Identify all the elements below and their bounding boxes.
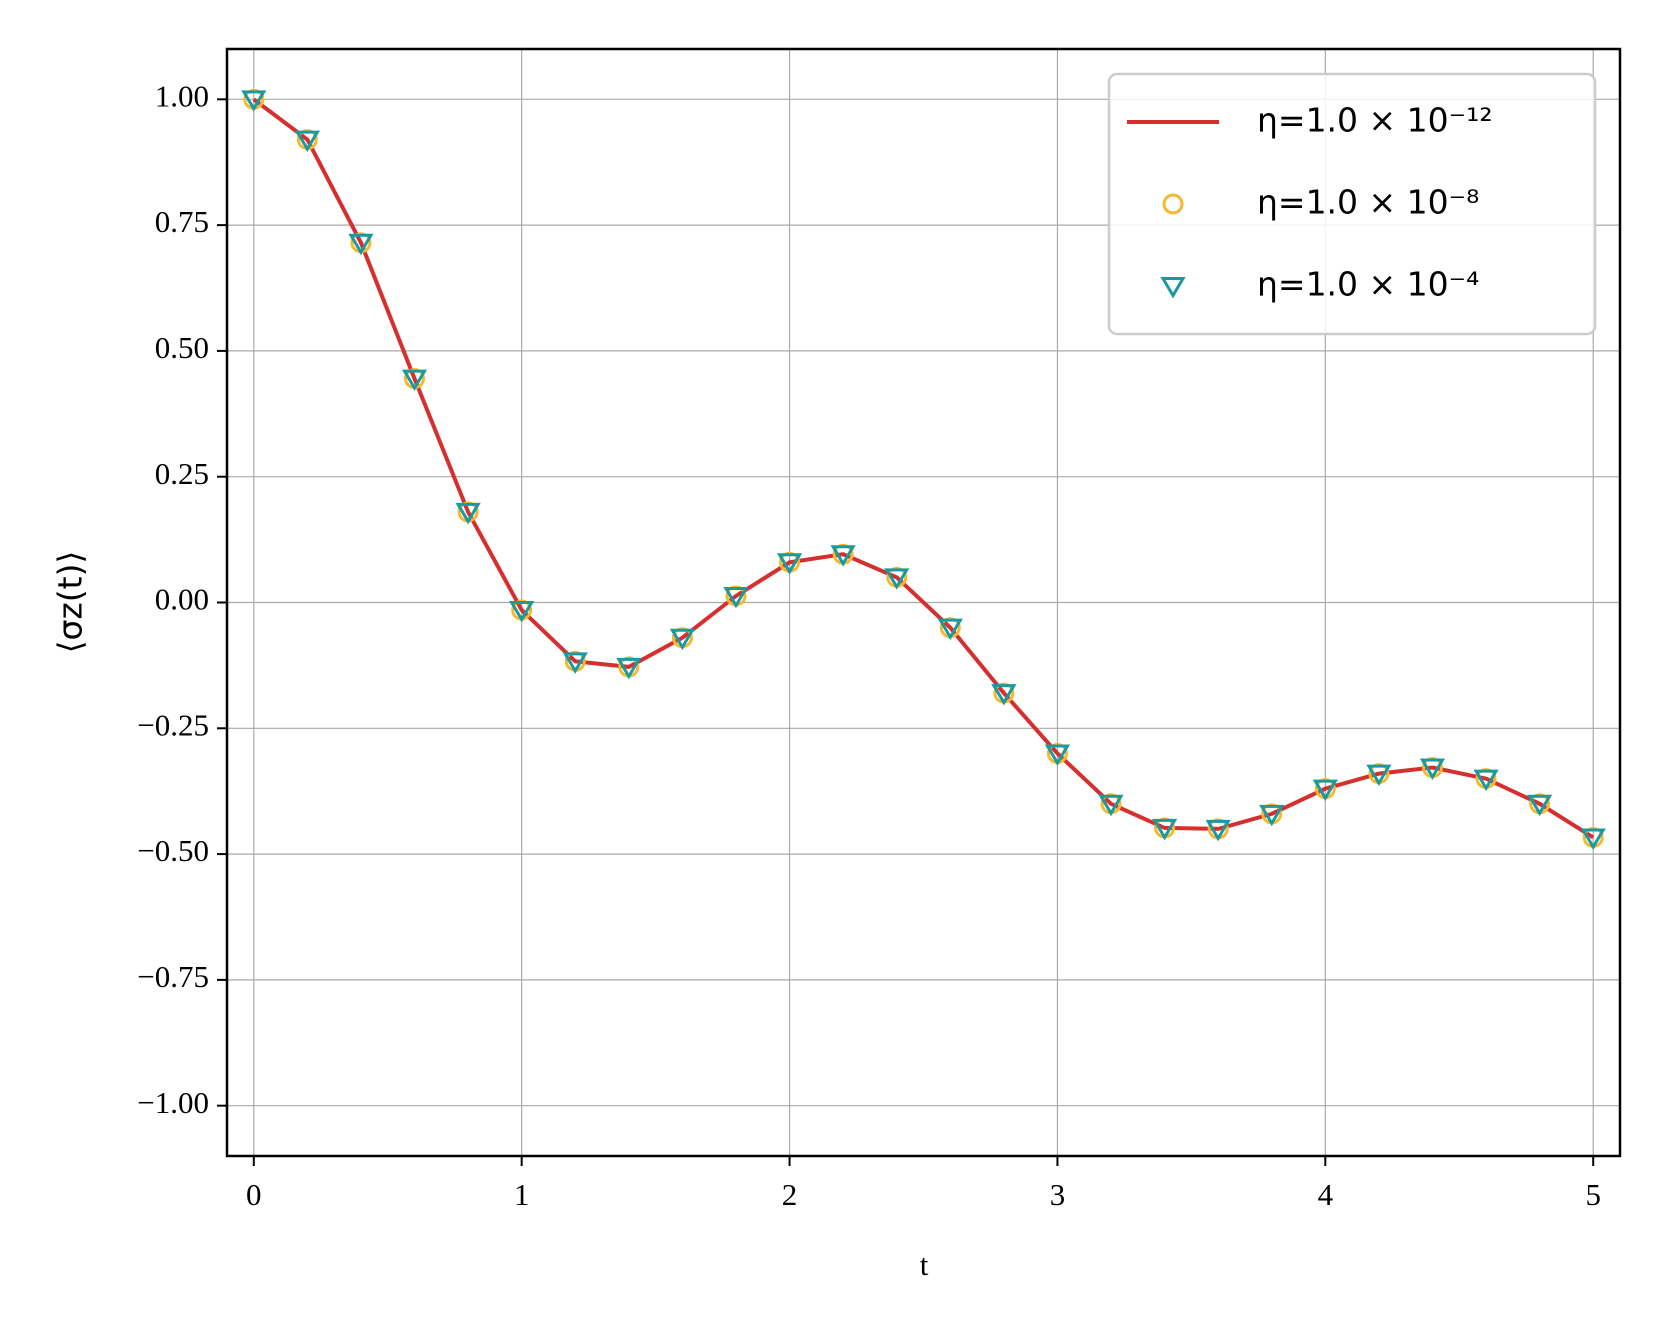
data-point [1044, 744, 1071, 766]
legend-label: η=1.0 × 10⁻⁴ [1257, 265, 1479, 304]
plot [241, 88, 1606, 850]
data-point [1366, 764, 1392, 787]
y-tick-label: −0.25 [137, 707, 209, 742]
data-point [1473, 769, 1499, 792]
data-point [401, 369, 428, 392]
x-tick-label: 5 [1585, 1177, 1601, 1212]
y-tick-label: −0.75 [137, 959, 209, 994]
y-axis-label: ⟨σz(t)⟩ [51, 551, 90, 654]
legend-swatch [1162, 193, 1184, 215]
data-point [884, 568, 910, 590]
x-axis-label: t [920, 1247, 929, 1282]
data-point [669, 628, 696, 651]
x-tick-label: 0 [246, 1177, 262, 1212]
data-point [616, 657, 642, 680]
data-point [991, 684, 1017, 706]
data-point [937, 618, 963, 641]
y-tick-label: 1.00 [155, 78, 209, 113]
x-tick-label: 3 [1050, 1177, 1066, 1212]
x-tick-label: 1 [514, 1177, 530, 1212]
data-point [1205, 819, 1231, 842]
y-tick-label: 0.25 [155, 456, 209, 491]
data-point [455, 502, 481, 525]
y-tick-label: 0.50 [155, 330, 209, 365]
data-point [723, 586, 749, 609]
data-point [1259, 804, 1285, 827]
legend-swatch [1160, 277, 1186, 299]
x-tick-label: 4 [1318, 1177, 1334, 1212]
data-point [1419, 758, 1446, 781]
data-point [1151, 818, 1178, 841]
y-tick-label: −0.50 [137, 833, 209, 868]
data-point [241, 90, 267, 112]
y-tick-label: 0.75 [155, 204, 209, 239]
data-point [1527, 794, 1553, 817]
legend-box [1107, 72, 1597, 336]
data-point [1098, 794, 1124, 817]
legend-label: η=1.0 × 10⁻⁸ [1257, 183, 1479, 222]
y-tick-label: −1.00 [137, 1085, 209, 1120]
data-point [509, 601, 535, 623]
x-tick-label: 2 [782, 1177, 798, 1212]
data-point [776, 553, 803, 575]
data-point [830, 545, 856, 567]
data-point [1312, 779, 1338, 802]
data-point [348, 233, 374, 256]
data-point [562, 652, 588, 674]
grid: 0 1 2 3 4 5 1.00 0.75 0.50 0.25 0.00 −0.25 −0.50 −0.7… [137, 49, 1620, 1212]
data-point [1580, 828, 1606, 850]
data-point [294, 130, 320, 153]
plot-frame [225, 47, 1622, 1158]
legend-label: η=1.0 × 10⁻¹² [1257, 101, 1493, 140]
y-tick-label: 0.00 [155, 582, 209, 617]
legend: η=1.0 × 10⁻¹² η=1.0 × 10⁻⁸ η=1.0 × 10⁻⁴ [1107, 72, 1597, 336]
